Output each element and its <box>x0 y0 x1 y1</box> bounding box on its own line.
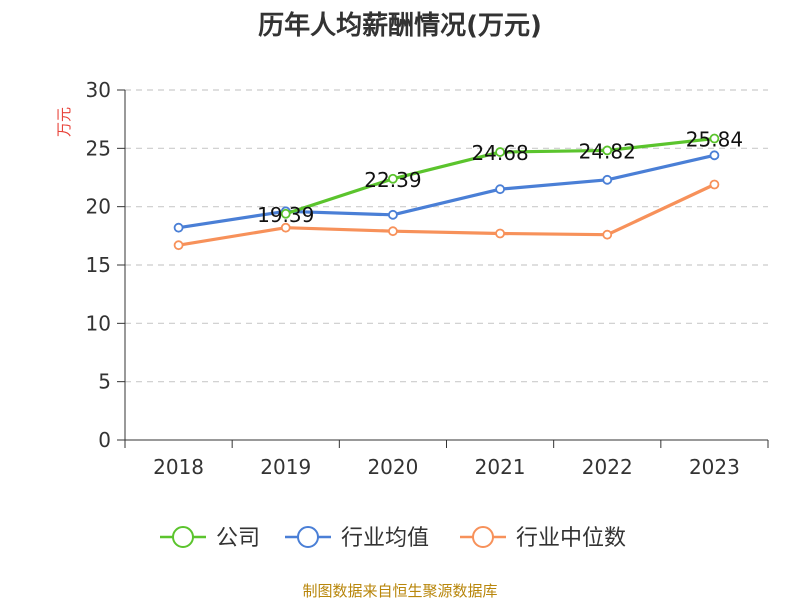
data-point <box>388 209 398 220</box>
legend-item[interactable]: 公司 <box>160 526 260 551</box>
series-lines <box>173 133 720 251</box>
data-point <box>173 222 184 233</box>
x-tick-label: 2023 <box>689 455 740 479</box>
data-point <box>495 228 505 239</box>
data-point <box>709 133 720 144</box>
x-tick-label: 2019 <box>260 455 311 479</box>
data-label: 25.84 <box>686 128 743 152</box>
y-tick-label: 5 <box>98 370 111 394</box>
y-tick-label: 20 <box>86 195 111 219</box>
data-point <box>602 174 613 185</box>
data-point <box>709 179 720 190</box>
x-tick-label: 2018 <box>153 455 204 479</box>
legend-item[interactable]: 行业均值 <box>285 526 429 551</box>
data-label: 24.82 <box>579 139 636 163</box>
y-tick-label: 15 <box>86 253 111 277</box>
chart-title: 历年人均薪酬情况(万元) <box>258 10 542 41</box>
x-tick-label: 2020 <box>367 455 418 479</box>
legend-label: 公司 <box>216 526 260 551</box>
data-point <box>173 240 184 251</box>
y-tick-label: 25 <box>86 136 111 160</box>
legend[interactable]: 公司 行业均值 行业中位数 <box>160 526 626 551</box>
series-line <box>176 153 717 230</box>
source-note: 制图数据来自恒生聚源数据库 <box>302 582 497 600</box>
y-tick-label: 10 <box>86 311 111 335</box>
x-tick-label: 2021 <box>475 455 526 479</box>
data-point <box>495 184 505 195</box>
legend-marker <box>297 526 319 548</box>
data-point <box>602 229 613 240</box>
legend-label: 行业中位数 <box>516 526 626 551</box>
y-axis-label: 万元 <box>55 107 73 137</box>
data-point <box>388 226 398 237</box>
axes: 0 5 10 15 20 25 30 2018 2019 2020 2021 2022 2023 <box>86 78 769 479</box>
data-label: 24.68 <box>471 141 528 165</box>
data-point <box>602 145 613 156</box>
legend-label: 行业均值 <box>341 526 429 551</box>
y-tick-label: 0 <box>98 428 111 452</box>
legend-marker <box>172 526 194 548</box>
data-point <box>495 147 505 157</box>
data-point <box>709 150 720 161</box>
data-label: 19.39 <box>257 203 314 227</box>
data-label: 22.39 <box>364 168 421 192</box>
data-point <box>280 208 291 219</box>
legend-item[interactable]: 行业中位数 <box>460 526 626 551</box>
data-labels: 19.39 22.39 24.68 24.82 25.84 <box>257 128 743 227</box>
x-tick-label: 2022 <box>582 455 633 479</box>
grid-lines <box>125 89 768 383</box>
y-tick-label: 30 <box>86 78 111 102</box>
data-point <box>280 222 291 233</box>
series-line <box>176 182 717 247</box>
data-point <box>388 173 398 184</box>
legend-marker <box>472 526 494 548</box>
